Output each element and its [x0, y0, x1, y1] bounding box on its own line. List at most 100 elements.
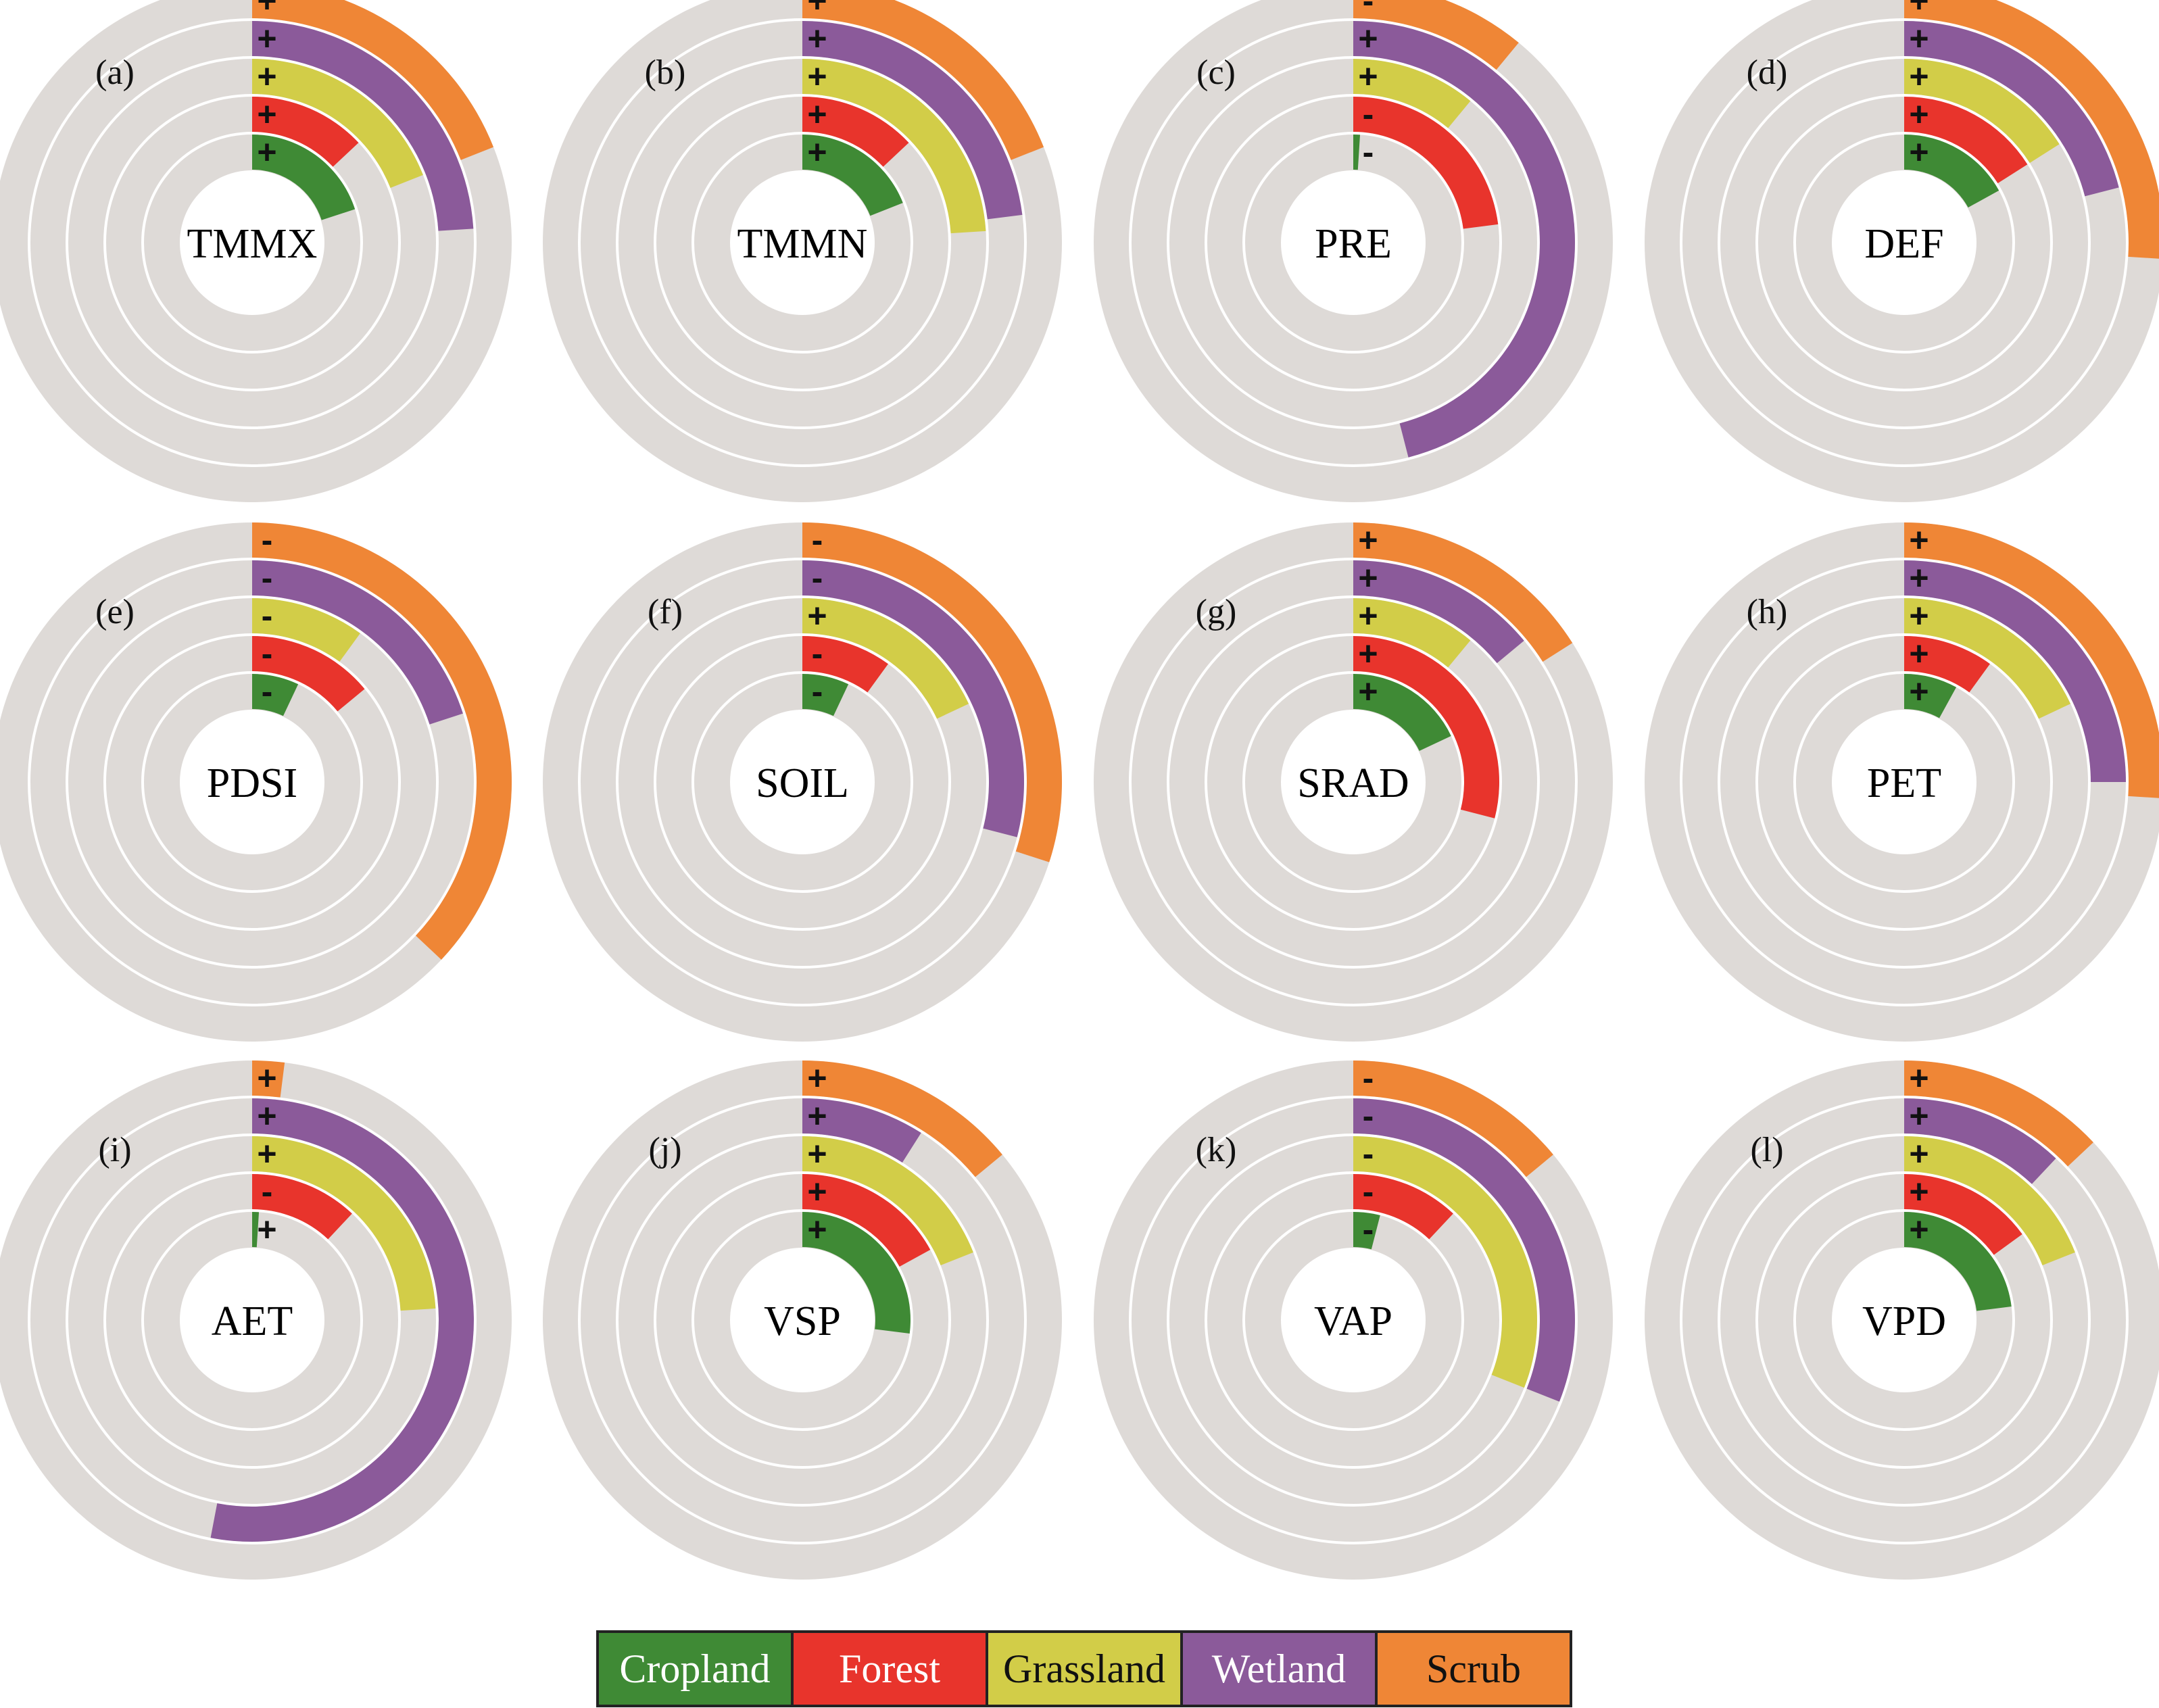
variable-label: TMMX [187, 221, 318, 267]
bar-grassland [802, 598, 969, 719]
bar-grassland [1353, 1136, 1537, 1388]
ring-separator [141, 132, 363, 353]
panel-label: (i) [98, 1131, 131, 1169]
sign-forest: - [1363, 1173, 1374, 1211]
panel-soil: --+--SOIL(f) [543, 521, 1062, 1042]
bar-scrub [1353, 1060, 1553, 1177]
sign-forest: + [807, 1173, 827, 1211]
bar-scrub [1904, 522, 2159, 798]
sign-forest: - [1363, 95, 1374, 133]
sign-cropland: + [1909, 133, 1928, 171]
bar-scrub [252, 1060, 285, 1098]
sign-scrub: + [1909, 1059, 1928, 1097]
ring-separator [1793, 671, 2015, 893]
variable-label: PDSI [207, 760, 297, 806]
bar-forest [802, 636, 888, 693]
bar-wetland [802, 1098, 921, 1163]
bar-cropland [1353, 135, 1361, 170]
panel-label: (g) [1196, 593, 1237, 631]
ring-separator [1167, 56, 1540, 429]
bar-wetland [1904, 21, 2119, 197]
sign-grassland: + [257, 57, 276, 95]
bar-forest [1353, 97, 1499, 229]
variable-label: AET [212, 1298, 293, 1344]
variable-label: PRE [1315, 221, 1392, 267]
ring-separator [66, 595, 439, 969]
sign-grassland: + [1909, 597, 1928, 635]
panel-label: (l) [1750, 1131, 1783, 1169]
ring-separator [1167, 1133, 1540, 1507]
ring-separator [1755, 1171, 2053, 1469]
legend-label: Forest [839, 1646, 940, 1691]
sign-wetland: + [257, 1097, 276, 1135]
panel-aet: +-+++AET(i) [0, 1059, 512, 1580]
ring-separator [654, 633, 951, 931]
sign-grassland: + [1909, 57, 1928, 95]
bar-wetland [210, 1098, 474, 1542]
bar-grassland [252, 59, 423, 189]
bar-wetland [802, 21, 1023, 220]
ring-separator [141, 671, 363, 893]
panel-tmmx: +++++TMMX(a) [0, 0, 512, 502]
sign-scrub: + [807, 0, 827, 20]
bar-grassland [252, 1136, 436, 1311]
legend-label: Scrub [1426, 1646, 1521, 1691]
sign-grassland: + [257, 1135, 276, 1173]
bar-cropland [802, 135, 903, 216]
sign-scrub: + [1358, 521, 1378, 559]
ring-separator [1680, 558, 2129, 1006]
sign-cropland: + [807, 133, 827, 171]
panel-label: (c) [1196, 53, 1236, 92]
bar-cropland [802, 1212, 911, 1334]
bar-grassland [802, 1136, 973, 1266]
panel-label: (d) [1747, 53, 1788, 92]
sign-grassland: + [1358, 57, 1378, 95]
sign-scrub: - [1363, 1059, 1374, 1097]
panel-center [1281, 710, 1426, 854]
ring-separator [654, 1171, 951, 1469]
sign-wetland: + [1909, 1097, 1928, 1135]
ring-separator [1205, 633, 1502, 931]
bar-forest [1904, 97, 2028, 184]
legend-item-wetland: Wetland [1183, 1633, 1378, 1705]
legend-label: Cropland [619, 1646, 771, 1691]
sign-wetland: + [1909, 559, 1928, 597]
variable-label: SRAD [1297, 760, 1409, 806]
bar-forest [1353, 1174, 1453, 1240]
sign-wetland: + [1358, 20, 1378, 57]
ring-separator [28, 558, 477, 1006]
panel-center [730, 710, 875, 854]
ring-separator [654, 94, 951, 391]
sign-grassland: + [807, 1135, 827, 1173]
bar-wetland [1904, 1098, 2056, 1184]
sign-forest: + [257, 95, 276, 133]
bar-forest [802, 97, 909, 167]
bar-cropland [1904, 674, 1957, 718]
bar-wetland [802, 560, 1024, 837]
bar-cropland [252, 674, 299, 716]
ring-separator [1242, 671, 1464, 893]
sign-grassland: + [1358, 597, 1378, 635]
ring-separator [141, 1209, 363, 1431]
ring-separator [103, 633, 401, 931]
sign-wetland: + [807, 20, 827, 57]
variable-label: VSP [764, 1298, 841, 1344]
panel-vpd: +++++VPD(l) [1645, 1059, 2159, 1580]
ring-separator [692, 671, 913, 893]
sign-grassland: - [1363, 1135, 1374, 1173]
ring-separator [28, 18, 477, 467]
bar-scrub [1353, 522, 1573, 662]
sign-scrub: + [257, 0, 276, 20]
bar-scrub [252, 522, 512, 960]
sign-wetland: - [262, 559, 273, 597]
panel-center [1832, 170, 1976, 315]
sign-wetland: + [257, 20, 276, 57]
bar-grassland [1904, 598, 2071, 719]
sign-grassland: + [807, 597, 827, 635]
bar-forest [1353, 636, 1499, 819]
bar-scrub [802, 1060, 1002, 1177]
variable-label: PET [1867, 760, 1941, 806]
panel-label: (e) [95, 593, 135, 631]
bar-cropland [1904, 1212, 2012, 1311]
ring-separator [1242, 132, 1464, 353]
